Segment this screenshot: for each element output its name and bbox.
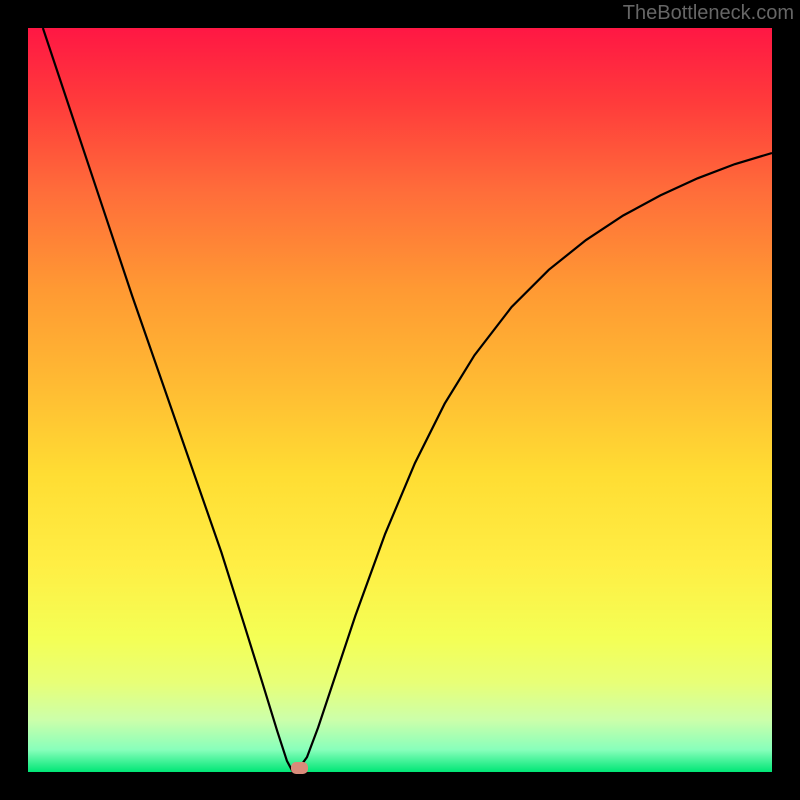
minimum-marker [291,762,309,774]
plot-area [28,28,772,772]
bottleneck-curve [28,28,772,772]
watermark-text: TheBottleneck.com [623,2,794,25]
